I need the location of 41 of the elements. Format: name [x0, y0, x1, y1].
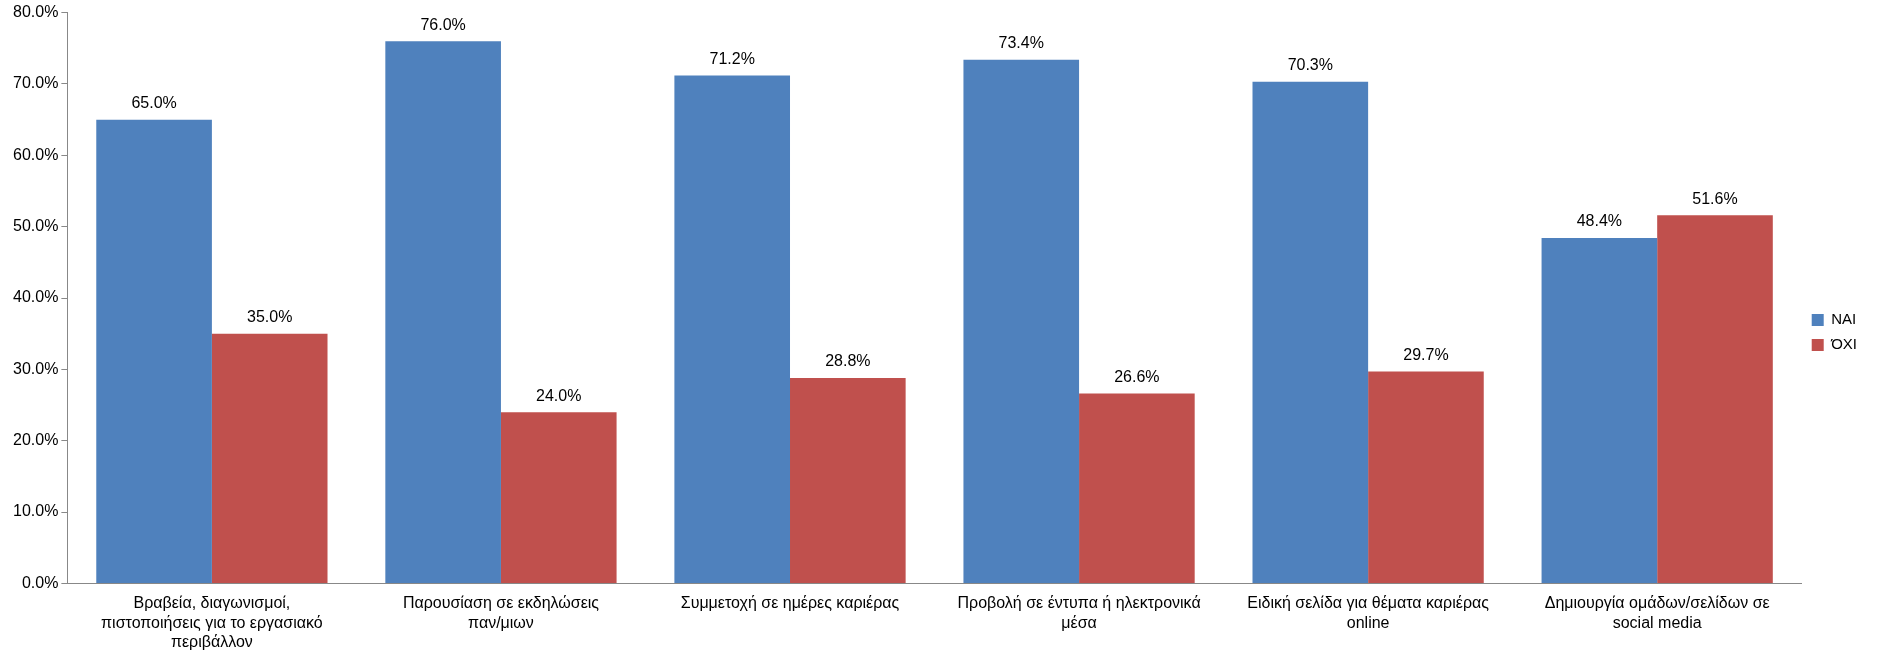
data-label: 76.0%	[420, 15, 466, 33]
bar	[1541, 238, 1658, 583]
bar	[674, 75, 791, 583]
y-tick-label: 30.0%	[12, 359, 59, 377]
legend-label: ΝΑΙ	[1831, 310, 1857, 328]
y-tick-label: 0.0%	[21, 573, 59, 591]
bar	[96, 119, 212, 583]
data-label: 24.0%	[536, 386, 582, 404]
x-tick-label: Βραβεία, διαγωνισμοί, πιστοποιήσεις για το εργασιακό περιβάλλον	[101, 594, 323, 650]
x-tick-label: Προβολή σε έντυπα ή ηλεκτρονικά μέσα	[957, 594, 1201, 631]
data-label: 70.3%	[1287, 56, 1333, 74]
x-tick-label: Συμμετοχή σε ημέρες καριέρας	[680, 594, 900, 612]
data-label: 28.8%	[825, 352, 871, 370]
data-label: 73.4%	[998, 34, 1044, 52]
bar	[1079, 393, 1195, 583]
x-tick-label: Παρουσίαση σε εκδηλώσεις παν/μιων	[402, 594, 600, 631]
data-label: 65.0%	[131, 94, 177, 112]
x-tick-label: Δημιουργία ομάδων/σελίδων σε social media	[1544, 594, 1770, 631]
y-tick-label: 70.0%	[12, 74, 59, 92]
data-label: 29.7%	[1403, 345, 1449, 363]
y-tick-label: 60.0%	[12, 145, 59, 163]
bar	[1252, 81, 1369, 583]
data-label: 51.6%	[1692, 189, 1738, 207]
bar	[963, 59, 1080, 583]
y-tick-label: 40.0%	[12, 288, 59, 306]
data-label: 71.2%	[709, 49, 755, 67]
bar	[790, 377, 906, 583]
data-label: 26.6%	[1114, 368, 1160, 386]
data-label: 35.0%	[247, 308, 293, 326]
data-label: 48.4%	[1576, 212, 1623, 230]
y-tick-label: 20.0%	[12, 431, 59, 449]
bar	[211, 333, 328, 583]
bar	[1368, 371, 1484, 583]
legend-label: ΌΧΙ	[1830, 335, 1858, 353]
y-tick-label: 80.0%	[12, 3, 59, 21]
bar	[500, 412, 617, 583]
bar	[385, 41, 501, 583]
bar	[1657, 215, 1773, 583]
x-tick-label: Ειδική σελίδα για θέματα καριέρας online	[1247, 594, 1490, 631]
y-tick-label: 50.0%	[12, 217, 59, 235]
y-tick-label: 10.0%	[12, 502, 59, 520]
